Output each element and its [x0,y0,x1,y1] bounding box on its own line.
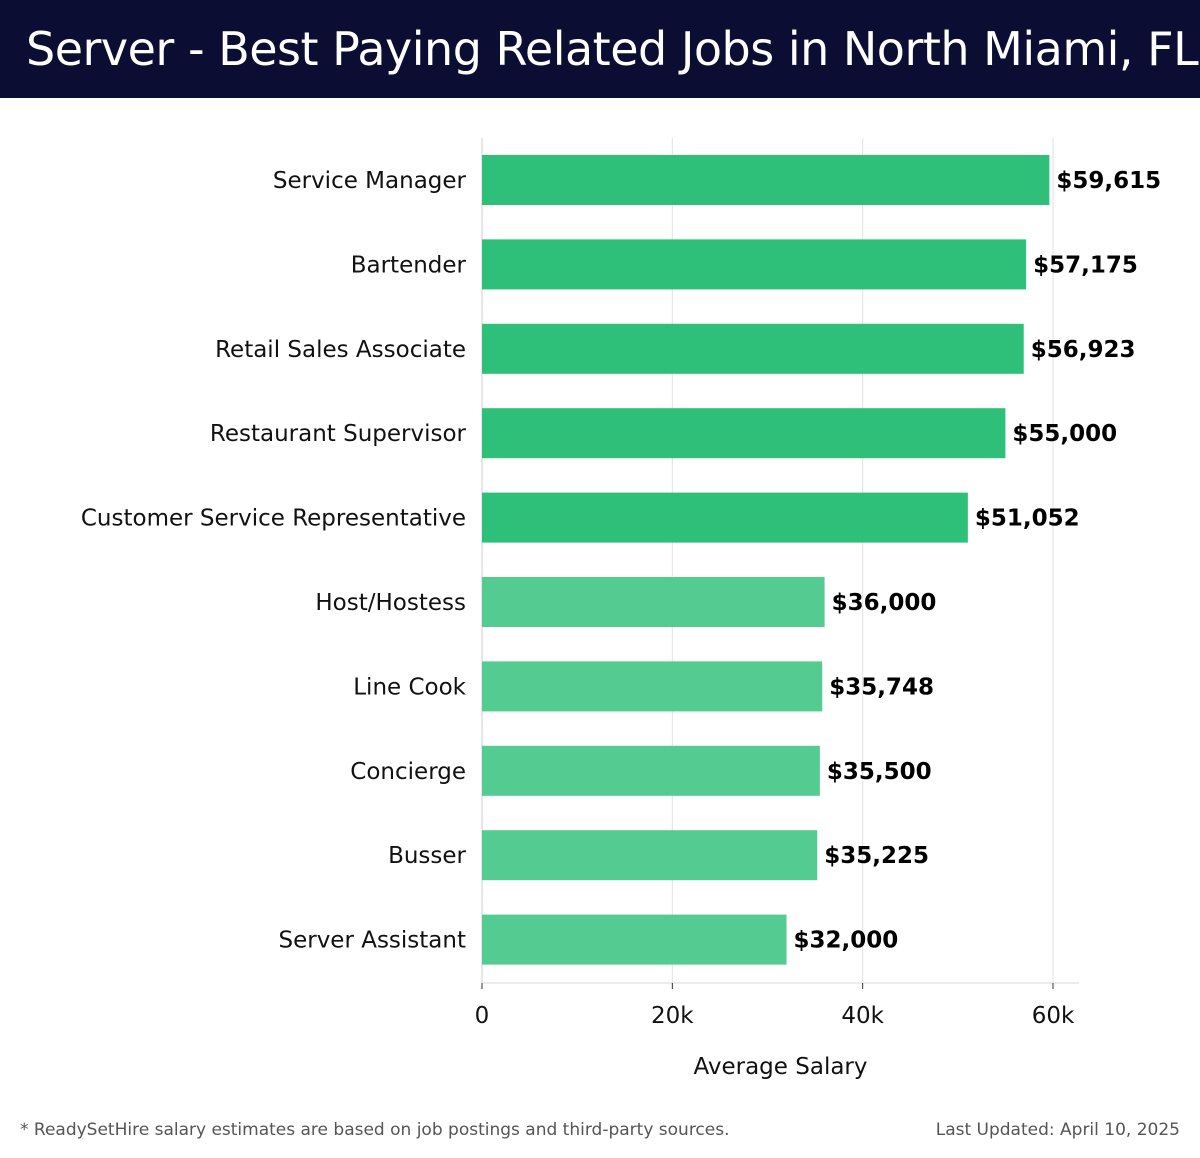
chart-header: Server - Best Paying Related Jobs in Nor… [0,0,1200,98]
category-label: Server Assistant [278,928,466,954]
value-label: $35,225 [824,843,929,869]
value-label: $57,175 [1033,252,1138,278]
category-label: Customer Service Representative [81,506,466,532]
value-label: $35,500 [827,759,932,785]
bar [482,661,823,712]
value-label: $56,923 [1031,337,1136,363]
x-tick-label: 40k [841,1003,884,1029]
value-label: $55,000 [1012,421,1117,447]
bar [482,323,1024,374]
x-tick-label: 0 [475,1003,490,1029]
bar [482,830,818,881]
bar [482,239,1027,290]
value-label: $32,000 [794,928,899,954]
bar [482,577,825,627]
x-tick-label: 60k [1032,1003,1075,1029]
category-label: Service Manager [273,168,467,194]
x-axis-title: Average Salary [693,1054,867,1080]
category-label: Concierge [350,759,466,785]
value-label: $51,052 [975,506,1080,532]
x-tick-label: 20k [651,1003,694,1029]
value-label: $59,615 [1056,168,1161,194]
category-label: Busser [388,843,466,869]
bar [482,745,820,796]
category-label: Restaurant Supervisor [210,421,467,447]
value-label: $36,000 [832,590,937,616]
category-label: Retail Sales Associate [215,337,466,363]
footnote: * ReadySetHire salary estimates are base… [20,1120,730,1140]
chart-title: Server - Best Paying Related Jobs in Nor… [26,22,1199,76]
bar [482,408,1006,459]
value-label: $35,748 [829,674,934,700]
category-label: Bartender [351,252,467,278]
category-label: Line Cook [353,674,466,700]
category-label: Host/Hostess [315,590,466,616]
bar [482,914,787,965]
last-updated: Last Updated: April 10, 2025 [935,1120,1180,1140]
bar [482,155,1050,205]
bar [482,492,968,543]
bar-chart: Service Manager $59,615 Bartender $57,175 Re… [81,138,1161,1080]
